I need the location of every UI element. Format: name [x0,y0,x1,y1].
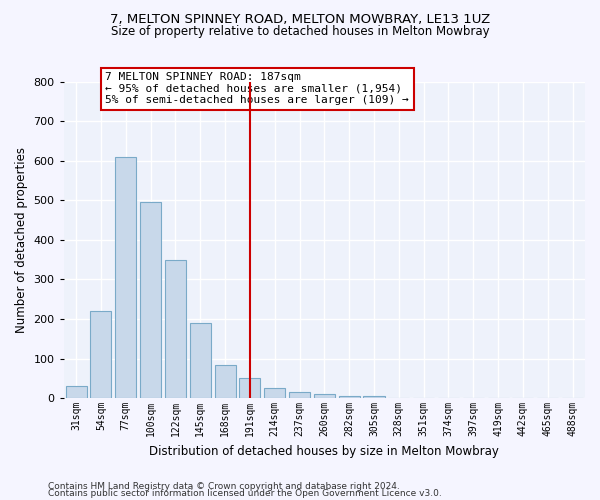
Y-axis label: Number of detached properties: Number of detached properties [15,147,28,333]
Bar [190,323,211,398]
Text: Contains public sector information licensed under the Open Government Licence v3: Contains public sector information licen… [48,488,442,498]
Text: Size of property relative to detached houses in Melton Mowbray: Size of property relative to detached ho… [110,25,490,38]
Bar [364,396,385,398]
Text: Contains HM Land Registry data © Crown copyright and database right 2024.: Contains HM Land Registry data © Crown c… [48,482,400,491]
Bar [65,386,86,398]
Bar [338,396,360,398]
X-axis label: Distribution of detached houses by size in Melton Mowbray: Distribution of detached houses by size … [149,444,499,458]
Bar [264,388,285,398]
Bar [115,156,136,398]
Bar [215,364,236,398]
Bar [91,311,112,398]
Bar [239,378,260,398]
Bar [314,394,335,398]
Text: 7, MELTON SPINNEY ROAD, MELTON MOWBRAY, LE13 1UZ: 7, MELTON SPINNEY ROAD, MELTON MOWBRAY, … [110,12,490,26]
Bar [140,202,161,398]
Bar [165,260,186,398]
Text: 7 MELTON SPINNEY ROAD: 187sqm
← 95% of detached houses are smaller (1,954)
5% of: 7 MELTON SPINNEY ROAD: 187sqm ← 95% of d… [106,72,409,106]
Bar [289,392,310,398]
